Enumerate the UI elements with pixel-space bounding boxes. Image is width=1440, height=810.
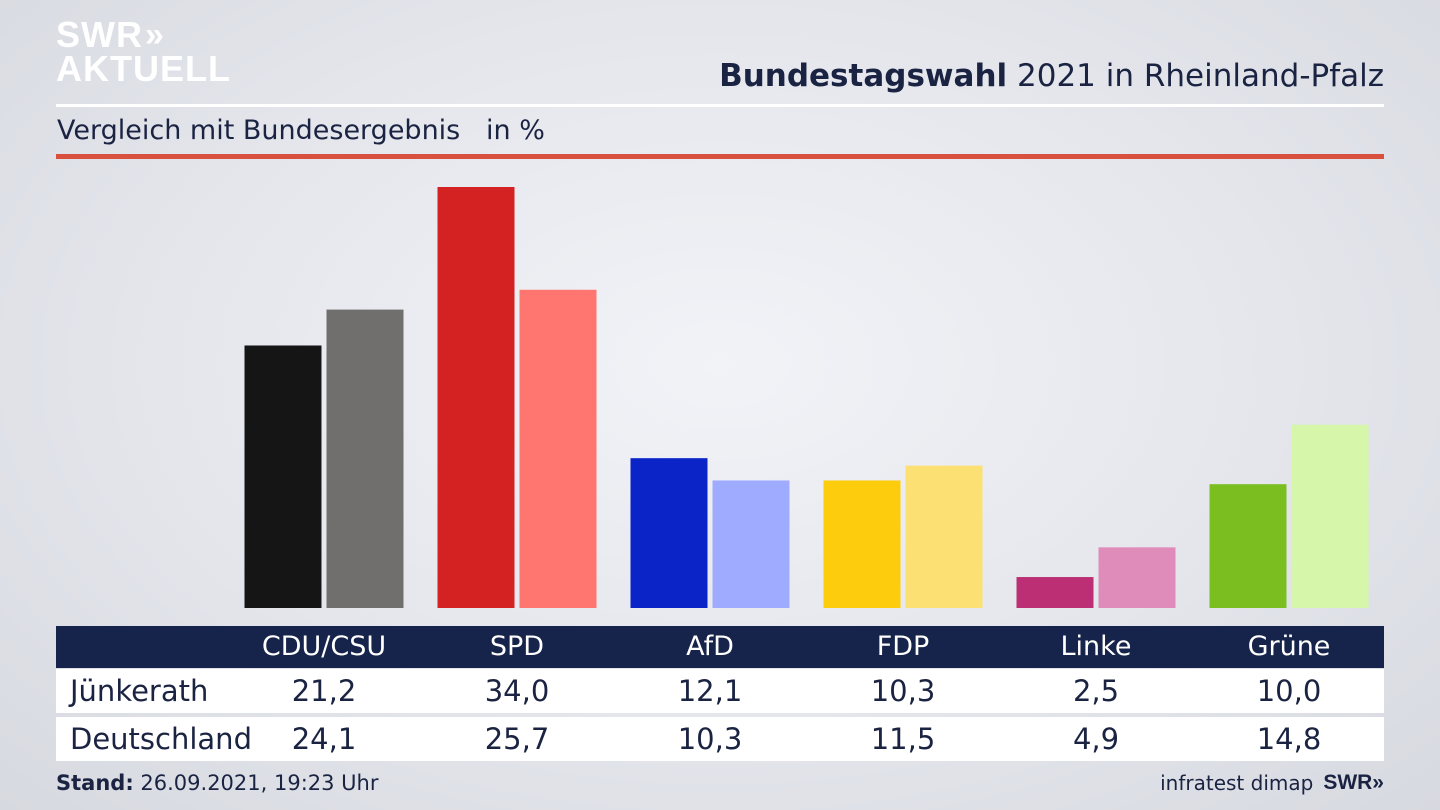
value-cell: 2,5 <box>1072 674 1120 708</box>
accent-divider <box>56 154 1384 159</box>
category-label: AfD <box>686 631 734 662</box>
timestamp: Stand: 26.09.2021, 19:23 Uhr <box>56 771 379 795</box>
category-label: Linke <box>1060 631 1132 662</box>
bar-cducsu-national <box>326 309 404 608</box>
value-cell: 4,9 <box>1072 722 1120 756</box>
source-text: infratest dimap <box>1160 771 1314 795</box>
bar-grüne-local <box>1209 484 1287 608</box>
value-cell: 14,8 <box>1256 722 1322 756</box>
bar-spd-local <box>437 187 515 608</box>
bar-linke-national <box>1098 547 1176 608</box>
bar-grüne-national <box>1291 424 1369 608</box>
value-cell: 10,3 <box>677 722 743 756</box>
category-label: CDU/CSU <box>261 631 387 662</box>
swr-aktuell-logo: SWR» AKTUELL <box>56 14 231 89</box>
table-header-row: CDU/CSU SPD AfD FDP Linke Grüne <box>56 626 1384 668</box>
chart-subtitle: Vergleich mit Bundesergebnis in % <box>57 115 545 146</box>
bar-chart <box>244 187 1369 608</box>
category-label: SPD <box>489 631 545 662</box>
bar-fdp-local <box>823 480 901 608</box>
stand-label: Stand: <box>56 771 134 795</box>
value-cell: 21,2 <box>291 674 357 708</box>
logo-aktuell-text: AKTUELL <box>56 48 231 89</box>
value-cell: 10,0 <box>1256 674 1322 708</box>
category-label: FDP <box>876 631 930 662</box>
category-label: Grüne <box>1247 631 1331 662</box>
table-row-national: Deutschland 24,1 25,7 10,3 11,5 4,9 14,8 <box>56 717 1384 761</box>
bar-afd-local <box>630 458 708 608</box>
value-cell: 34,0 <box>484 674 550 708</box>
bar-linke-local <box>1016 577 1094 608</box>
source-credit: infratest dimap SWR» <box>1160 771 1384 795</box>
row-label-local: Jünkerath <box>70 674 209 708</box>
bar-fdp-national <box>905 465 983 608</box>
title-rest: 2021 in Rheinland-Pfalz <box>1007 58 1384 94</box>
title-divider <box>56 104 1384 107</box>
value-cell: 12,1 <box>677 674 743 708</box>
value-cell: 25,7 <box>484 722 550 756</box>
page-title: Bundestagswahl 2021 in Rheinland-Pfalz <box>719 58 1384 94</box>
row-label-national: Deutschland <box>70 722 252 756</box>
swr-brand-logo: SWR» <box>1323 771 1384 794</box>
value-cell: 10,3 <box>870 674 936 708</box>
value-cell: 24,1 <box>291 722 357 756</box>
bar-cducsu-local <box>244 345 322 608</box>
stand-value: 26.09.2021, 19:23 Uhr <box>133 771 379 795</box>
title-bold: Bundestagswahl <box>719 58 1008 94</box>
table-row-local: Jünkerath 21,2 34,0 12,1 10,3 2,5 10,0 <box>56 669 1384 713</box>
bar-afd-national <box>712 480 790 608</box>
bar-spd-national <box>519 289 597 608</box>
value-cell: 11,5 <box>870 722 936 756</box>
logo-swr-text: SWR <box>56 14 143 55</box>
